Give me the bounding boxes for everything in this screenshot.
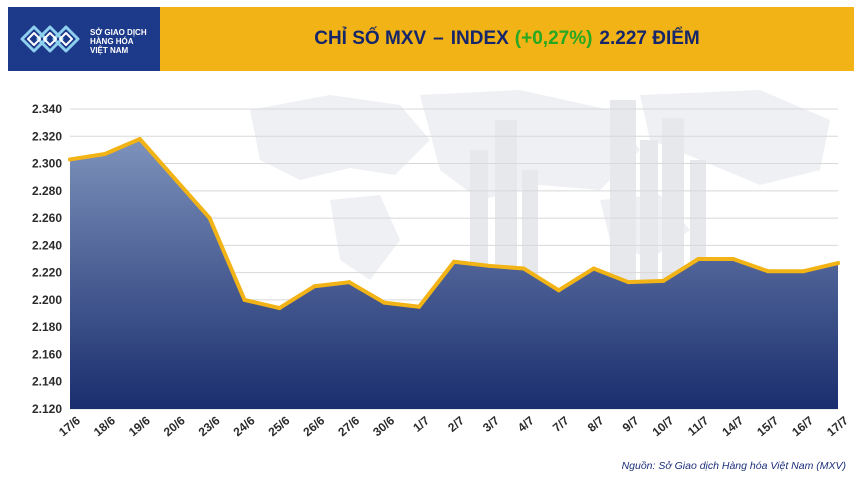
data-point (766, 269, 771, 274)
logo-line-1: SỞ GIAO DỊCH (90, 28, 147, 37)
mxv-index-chart: 2.120 2.140 2.160 2.180 2.200 2.220 2.240 2.260… (32, 102, 851, 439)
area-series (68, 137, 840, 409)
x-tick-label: 10/7 (650, 413, 677, 439)
data-point (312, 284, 317, 289)
x-tick-label: 15/7 (754, 413, 781, 439)
title-main: CHỈ SỐ MXV (314, 28, 427, 49)
logo-badge: SỞ GIAO DỊCH HÀNG HÓA VIỆT NAM (8, 7, 168, 71)
y-tick-label: 2.120 (32, 402, 62, 416)
y-tick-label: 2.260 (32, 211, 62, 225)
x-tick-label: 3/7 (480, 413, 502, 435)
x-tick-label: 30/6 (370, 413, 397, 439)
x-tick-label: 20/6 (161, 413, 188, 439)
data-point (556, 288, 561, 293)
data-point (207, 216, 212, 221)
data-point (277, 306, 282, 311)
x-tick-label: 1/7 (410, 413, 432, 435)
title-dash: – (433, 28, 444, 49)
y-tick-label: 2.340 (32, 102, 62, 116)
x-tick-label: 26/6 (300, 413, 327, 439)
x-tick-label: 9/7 (620, 413, 642, 435)
y-axis-ticks: 2.120 2.140 2.160 2.180 2.200 2.220 2.240 2.260… (32, 102, 62, 416)
y-tick-label: 2.200 (32, 293, 62, 307)
y-tick-label: 2.320 (32, 129, 62, 143)
mxv-logo-icon (20, 25, 80, 53)
data-point (382, 300, 387, 305)
x-tick-label: 11/7 (685, 413, 712, 439)
x-tick-label: 4/7 (515, 413, 537, 435)
data-point (452, 259, 456, 264)
x-axis-ticks: 17/6 18/6 19/6 20/6 23/6 24/6 25/6 26/6 27/6 30/6… (56, 413, 851, 439)
y-tick-label: 2.300 (32, 157, 62, 171)
x-tick-label: 8/7 (585, 413, 607, 435)
y-tick-label: 2.160 (32, 347, 62, 361)
title-value: 2.227 ĐIỂM (599, 28, 700, 49)
data-point (626, 280, 631, 285)
chart-title: CHỈ SỐ MXV – INDEX (+0,27%) 2.227 ĐIỂM (160, 7, 854, 71)
title-index: INDEX (450, 28, 509, 49)
data-point (137, 137, 142, 141)
y-tick-label: 2.180 (32, 320, 62, 334)
x-tick-label: 2/7 (445, 413, 467, 435)
x-tick-label: 25/6 (266, 413, 293, 439)
data-point (417, 304, 422, 309)
x-tick-label: 27/6 (335, 413, 362, 439)
x-tick-label: 19/6 (126, 413, 153, 439)
data-point (591, 266, 596, 271)
area-fill (70, 139, 838, 409)
title-change-percent: (+0,27%) (514, 28, 593, 49)
data-point (801, 269, 806, 274)
data-point (242, 297, 247, 302)
data-point (836, 261, 840, 266)
data-point (696, 257, 701, 261)
y-tick-label: 2.140 (32, 375, 62, 389)
data-point (661, 278, 666, 283)
y-tick-label: 2.280 (32, 184, 62, 198)
data-point (68, 157, 72, 162)
x-tick-label: 7/7 (550, 413, 572, 435)
data-point (731, 257, 736, 261)
y-tick-label: 2.220 (32, 266, 62, 280)
x-tick-label: 24/6 (231, 413, 258, 439)
data-point (347, 280, 352, 285)
data-point (102, 152, 107, 156)
data-point (521, 266, 526, 271)
data-point (486, 263, 491, 268)
x-tick-label: 23/6 (196, 413, 223, 439)
logo-line-2: HÀNG HÓA (90, 37, 134, 46)
y-tick-label: 2.240 (32, 238, 62, 252)
logo-line-3: VIỆT NAM (90, 46, 129, 55)
x-tick-label: 16/7 (789, 413, 816, 439)
x-tick-label: 14/7 (719, 413, 746, 439)
source-note: Nguồn: Sở Giao dịch Hàng hóa Việt Nam (M… (621, 460, 846, 472)
x-tick-label: 17/7 (824, 413, 851, 439)
data-point (172, 176, 177, 181)
header-bar (160, 7, 854, 71)
x-tick-label: 18/6 (91, 413, 118, 439)
x-tick-label: 17/6 (56, 413, 83, 439)
